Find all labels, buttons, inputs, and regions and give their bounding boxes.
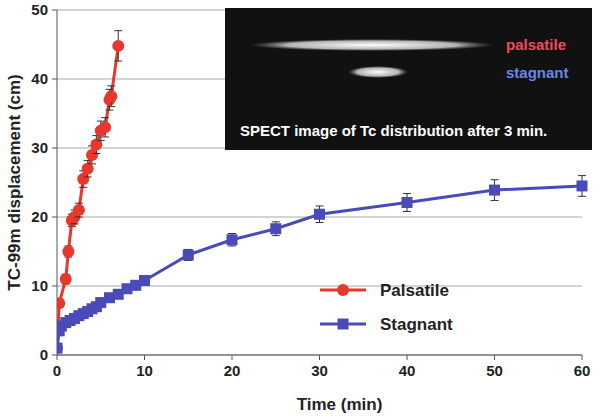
y-tick: [52, 217, 57, 218]
x-tick: [232, 355, 233, 360]
y-tick: [52, 79, 57, 80]
x-axis: [57, 355, 582, 356]
data-point: [62, 246, 74, 258]
x-tick-label: 40: [399, 362, 416, 379]
x-tick-label: 50: [486, 362, 503, 379]
legend-marker: [338, 319, 349, 330]
x-tick: [144, 355, 145, 360]
y-tick: [52, 355, 57, 356]
y-tick: [52, 10, 57, 11]
data-point: [314, 209, 325, 220]
data-point: [577, 180, 588, 191]
data-point: [227, 234, 238, 245]
inset-blob: [250, 39, 494, 51]
x-tick-label: 60: [574, 362, 591, 379]
x-axis-title: Time (min): [297, 395, 383, 414]
data-point: [82, 163, 94, 175]
data-point: [57, 342, 63, 354]
grid-line: [57, 355, 582, 356]
x-tick: [57, 355, 58, 360]
series-line: [57, 46, 118, 348]
x-tick: [582, 355, 583, 360]
y-tick: [52, 148, 57, 149]
inset: [225, 8, 592, 150]
data-point: [105, 90, 117, 102]
data-point: [489, 185, 500, 196]
x-tick-label: 10: [136, 362, 153, 379]
legend-label: Palsatile: [380, 281, 449, 300]
x-tick-label: 20: [224, 362, 241, 379]
data-point: [270, 223, 281, 234]
data-point: [60, 273, 72, 285]
inset-label: palsatile: [506, 36, 566, 53]
y-tick-label: 30: [31, 139, 48, 156]
inset-blob: [348, 66, 408, 78]
inset-caption: SPECT image of Tc distribution after 3 m…: [240, 122, 547, 139]
x-tick: [319, 355, 320, 360]
inset-label: stagnant: [506, 64, 569, 81]
y-tick-label: 0: [40, 346, 48, 363]
inset-background: [225, 8, 592, 150]
y-tick-label: 40: [31, 70, 48, 87]
y-tick-label: 20: [31, 208, 48, 225]
y-axis-title: TC-99m displacement (cm): [5, 74, 24, 290]
data-point: [139, 275, 150, 286]
x-tick: [494, 355, 495, 360]
chart: 0 10 20 30 40 50 0 10 20 30 40 50 60 Time (min) TC-99m…: [0, 0, 601, 420]
legend-marker: [337, 284, 349, 296]
data-point: [402, 197, 413, 208]
data-point: [57, 297, 65, 309]
data-point: [73, 204, 85, 216]
data-point: [112, 40, 124, 52]
series-line: [57, 186, 582, 348]
legend: Palsatile Stagnant: [320, 281, 453, 334]
y-tick-label: 50: [31, 1, 48, 18]
data-point: [57, 343, 63, 354]
legend-label: Stagnant: [380, 315, 453, 334]
plot-area: [57, 31, 588, 354]
y-tick: [52, 286, 57, 287]
data-point: [99, 121, 111, 133]
y-tick-label: 10: [31, 277, 48, 294]
data-point: [183, 249, 194, 260]
x-tick: [407, 355, 408, 360]
x-tick-label: 0: [53, 362, 61, 379]
x-tick-label: 30: [311, 362, 328, 379]
